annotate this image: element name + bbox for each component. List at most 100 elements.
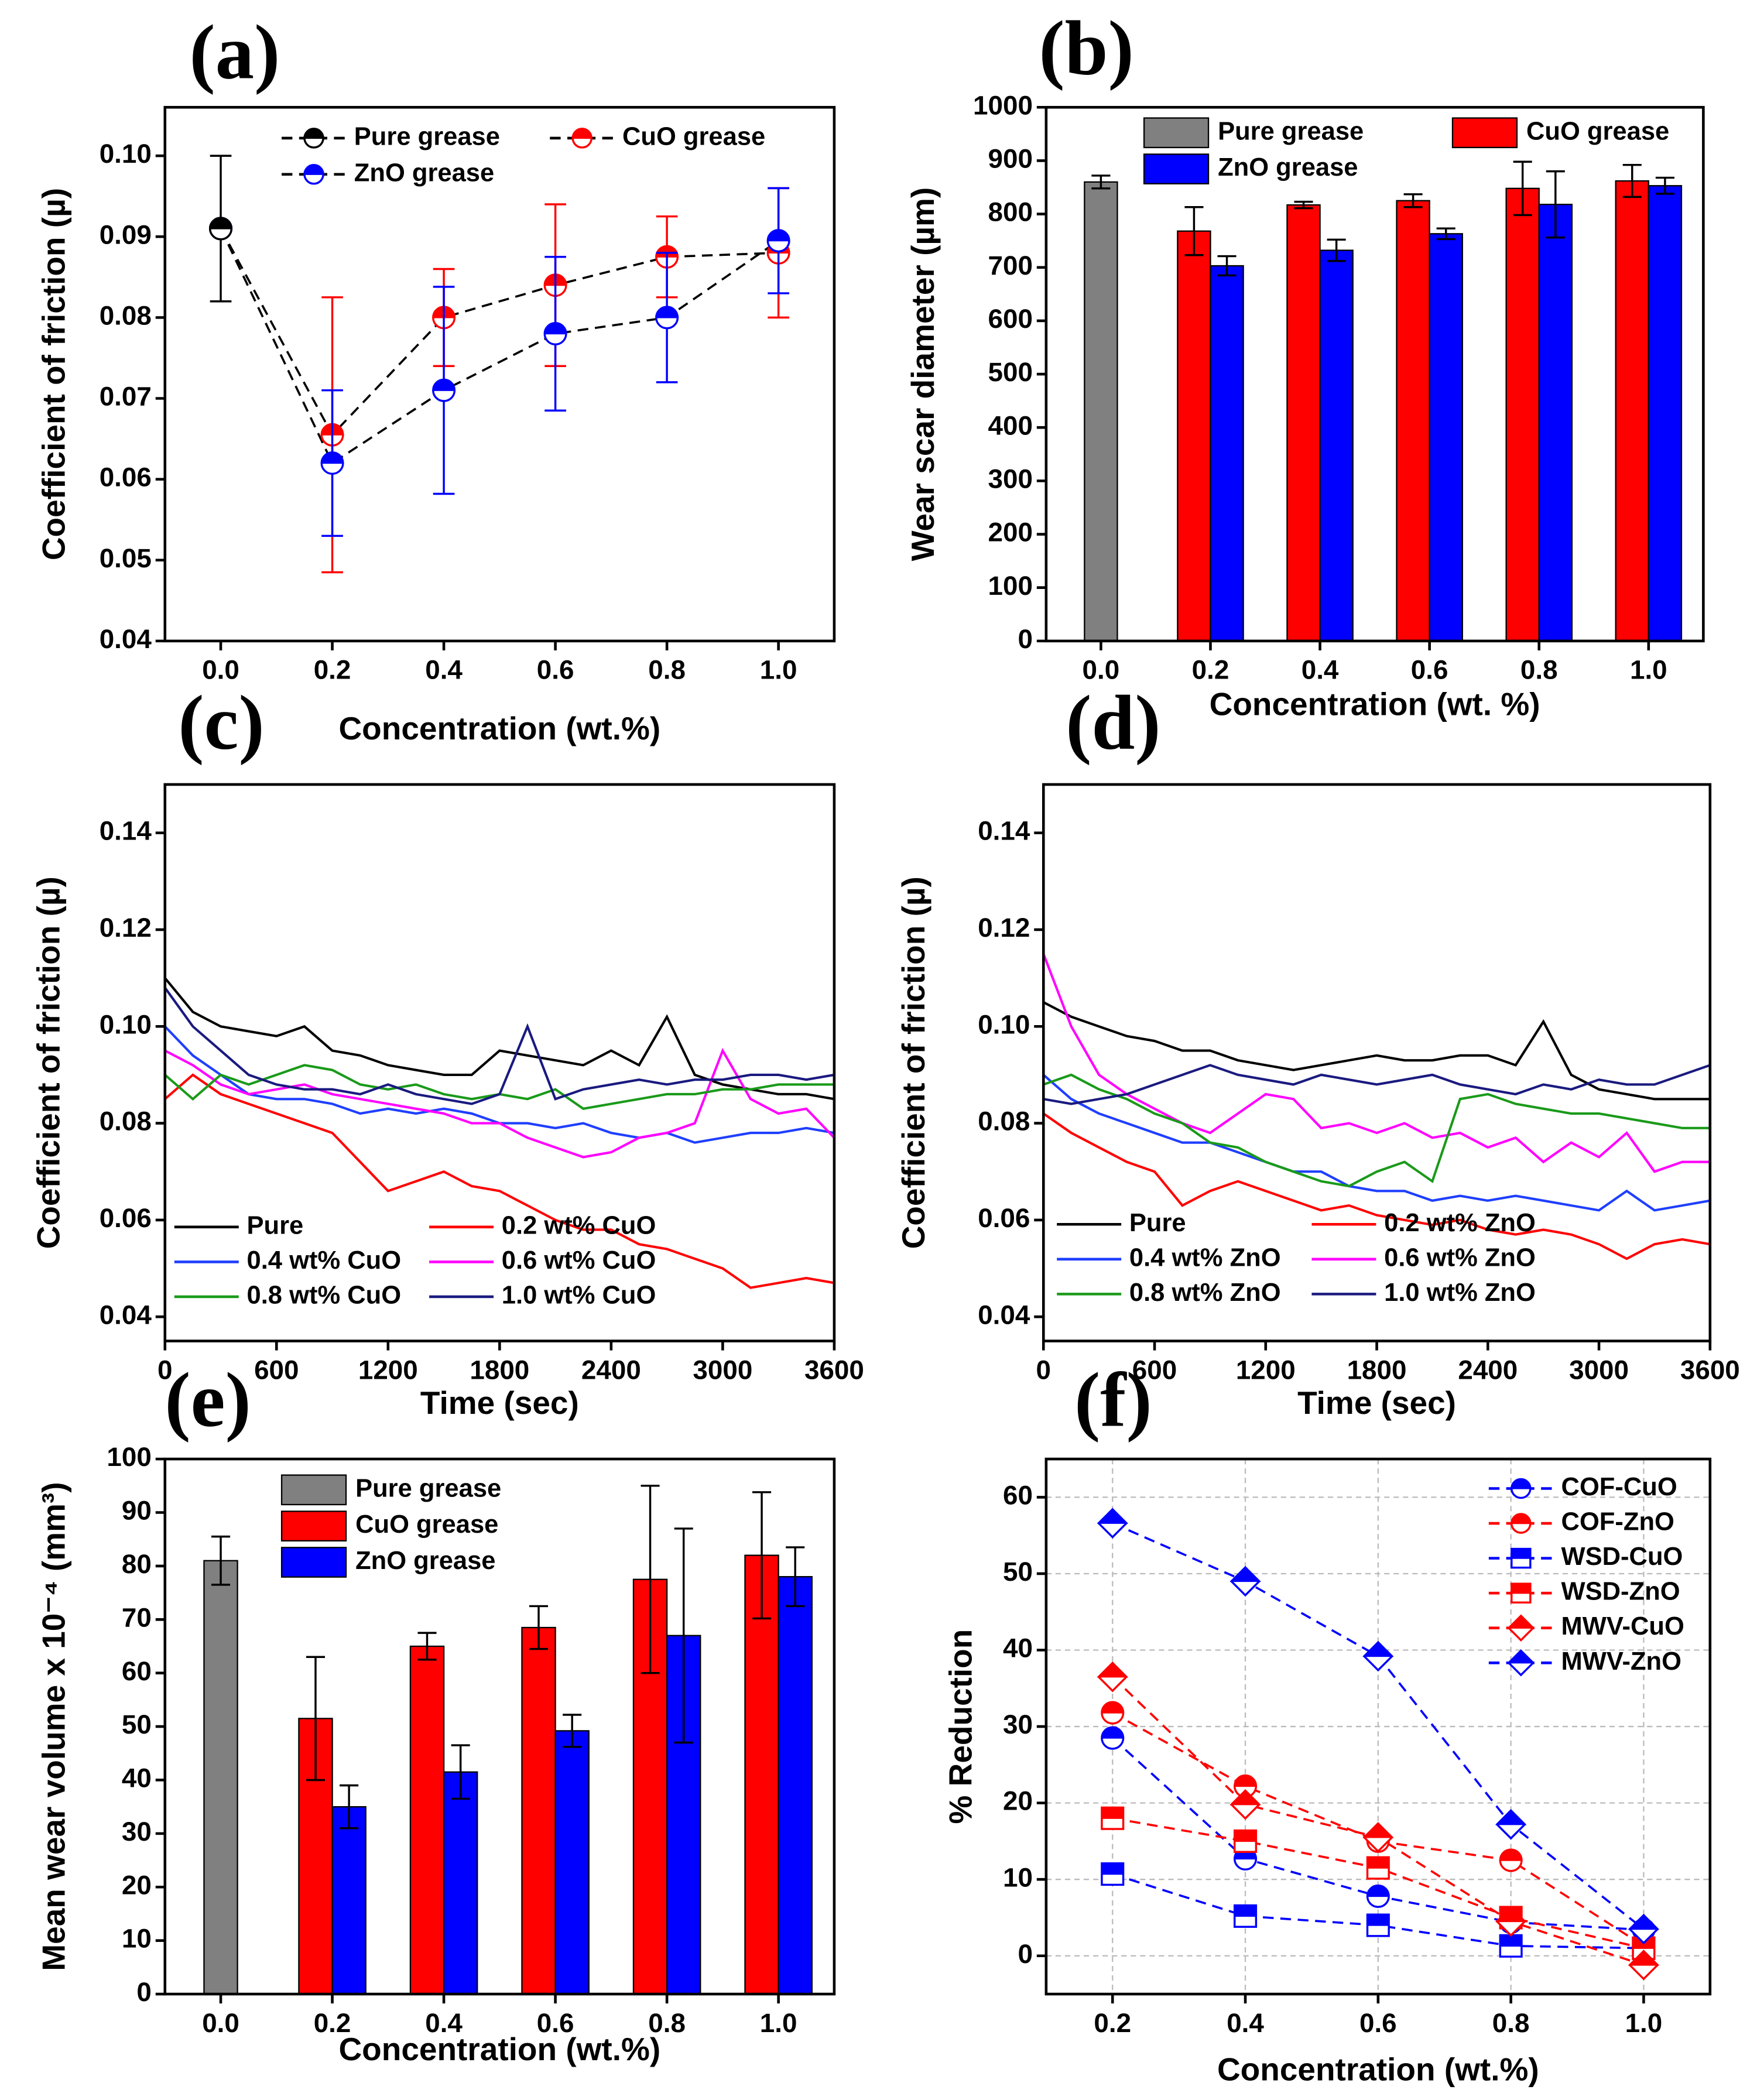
legend-label: 0.2 wt% CuO [502,1211,656,1239]
marker-fill [1234,1830,1257,1842]
bar [1210,265,1244,642]
y-axis-label: Coefficient of friction (µ) [895,876,931,1249]
y-tick-label: 20 [1003,1786,1033,1816]
legend-label: CuO grease [622,122,765,150]
legend-label: 0.4 wt% ZnO [1129,1243,1281,1272]
legend-label: Pure [247,1211,304,1239]
x-tick-label: 0.4 [425,2008,463,2038]
x-tick-label: 0.2 [314,2008,351,2038]
legend-swatch [1451,117,1518,149]
y-tick-label: 0 [136,1977,151,2007]
marker-fill [321,451,344,464]
x-axis-label: Concentration (wt.%) [1217,2051,1539,2087]
plot-frame [1042,783,1712,1342]
line [220,228,779,465]
marker-fill [1234,1904,1257,1917]
panel-label: (f) [1074,1357,1152,1443]
marker-fill [1366,1856,1390,1869]
legend-label: 1.0 wt% ZnO [1384,1279,1536,1307]
line [164,977,835,1101]
marker-fill [1097,1661,1128,1678]
legend-label: WSD-ZnO [1561,1578,1680,1606]
x-axis-label: Time (sec) [420,1385,579,1421]
y-tick-label: 0.09 [100,220,152,249]
y-axis-label: Wear scar diameter (µm) [905,187,941,561]
x-tick-label: 3600 [1680,1355,1740,1385]
marker-fill [1234,1774,1257,1787]
x-axis-label: Concentration (wt.%) [338,710,660,746]
y-tick-label: 0.10 [100,139,152,169]
plot-frame [1044,105,1705,643]
marker-fill [655,306,679,318]
legend-label: Pure [1129,1209,1186,1237]
x-tick-label: 1.0 [760,655,797,685]
bar [554,1730,590,1995]
bar [1084,181,1118,642]
y-tick-label: 100 [988,571,1033,601]
panel-label: (d) [1066,680,1160,766]
y-tick-label: 0.14 [978,816,1030,846]
y-tick-label: 100 [107,1442,151,1472]
x-tick-label: 0.6 [537,655,574,685]
x-tick-label: 2400 [581,1355,641,1385]
x-tick-label: 1200 [358,1355,418,1385]
y-tick-label: 20 [122,1870,152,1900]
line [164,1025,835,1144]
x-tick-label: 1.0 [1625,2008,1663,2038]
y-tick-label: 0.08 [978,1106,1030,1136]
marker-fill [1097,1508,1128,1524]
y-tick-label: 40 [122,1763,152,1793]
y-tick-label: 10 [1003,1862,1033,1892]
legend-swatch [280,1547,347,1578]
marker-fill [1495,1906,1527,1923]
x-tick-label: 0.2 [314,655,351,685]
legend-label: 0.6 wt% CuO [502,1246,656,1275]
marker-fill [1366,1885,1390,1897]
marker-fill [544,322,567,335]
legend-swatch [1143,117,1210,149]
legend-label: 0.6 wt% ZnO [1384,1243,1536,1272]
bar [1319,249,1354,642]
marker-fill [767,229,790,242]
marker-fill [1229,1566,1261,1582]
x-tick-label: 0 [1036,1355,1051,1385]
x-tick-label: 0.6 [1359,2008,1397,2038]
marker-fill [1507,1649,1535,1664]
x-tick-label: 1.0 [1630,655,1667,685]
y-tick-label: 0.06 [100,1203,152,1233]
y-tick-label: 80 [122,1549,152,1579]
y-axis-label: Coefficient of friction (µ) [36,188,72,560]
legend-label: ZnO grease [1218,153,1358,181]
y-tick-label: 900 [988,144,1033,174]
bar [443,1771,478,1995]
marker-fill [303,128,324,139]
legend-label: CuO grease [355,1510,498,1539]
y-tick-label: 0.08 [100,1106,152,1136]
marker-fill [572,128,592,139]
marker-fill [1229,1789,1261,1806]
x-tick-label: 0.8 [648,2008,686,2038]
plot-frame [163,105,836,643]
line [164,986,835,1105]
bar [1648,185,1683,642]
marker-fill [1511,1513,1531,1525]
y-tick-label: 50 [122,1710,152,1739]
legend-label: 0.8 wt% ZnO [1129,1279,1281,1307]
legend-label: MWV-ZnO [1561,1647,1681,1676]
x-axis-label: Concentration (wt.%) [338,2031,660,2067]
y-tick-label: 0 [1018,1939,1032,1969]
bar [1177,230,1211,642]
marker-fill [1495,1809,1527,1825]
line [164,1073,835,1289]
y-tick-label: 0.05 [100,543,152,573]
bar [744,1554,779,1995]
y-tick-label: 400 [988,410,1033,440]
y-tick-label: 40 [1003,1633,1033,1663]
x-tick-label: 1200 [1236,1355,1296,1385]
line [1043,1073,1710,1188]
line [220,228,779,437]
legend-label: 0.4 wt% CuO [247,1246,402,1275]
y-axis-label: Mean wear volume x 10⁻⁴ (mm³) [36,1482,72,1971]
y-tick-label: 0.08 [100,300,152,330]
